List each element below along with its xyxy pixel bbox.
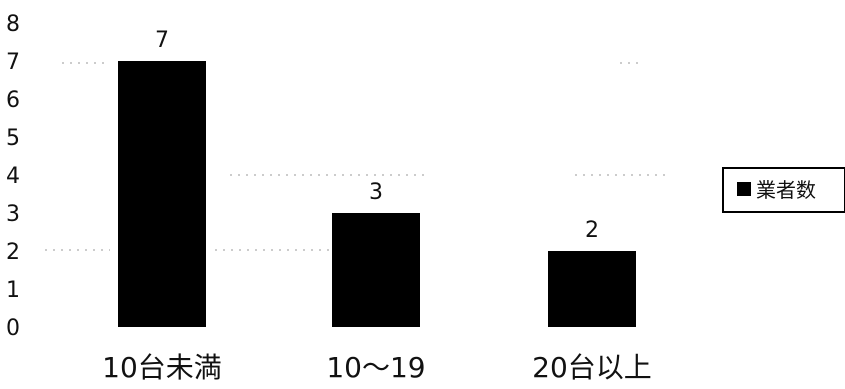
data-labels-group: 7 3 2: [155, 28, 599, 243]
y-tick-label: 2: [6, 240, 20, 265]
x-axis-labels: 10台未満 10～19 20台以上: [102, 351, 652, 384]
data-label: 3: [369, 180, 383, 205]
x-tick-label: 10～19: [326, 351, 425, 384]
y-tick-label: 0: [6, 316, 20, 341]
x-tick-label: 20台以上: [532, 351, 652, 384]
bar: [332, 213, 420, 327]
data-label: 2: [585, 218, 599, 243]
data-label: 7: [155, 28, 169, 53]
legend-label: 業者数: [756, 178, 816, 202]
y-tick-label: 6: [6, 88, 20, 113]
bar: [118, 61, 206, 327]
y-tick-label: 5: [6, 126, 20, 151]
y-tick-label: 3: [6, 202, 20, 227]
background-dots: [45, 62, 665, 251]
y-tick-label: 1: [6, 278, 20, 303]
y-tick-label: 4: [6, 164, 20, 189]
legend-swatch: [737, 182, 751, 196]
bar: [548, 251, 636, 327]
x-tick-label: 10台未満: [102, 351, 222, 384]
legend: 業者数: [722, 167, 845, 213]
y-tick-label: 8: [6, 12, 20, 37]
y-tick-label: 7: [6, 50, 20, 75]
y-axis-ticks: 0 1 2 3 4 5 6 7 8: [6, 12, 20, 341]
bars-group: [118, 61, 636, 327]
